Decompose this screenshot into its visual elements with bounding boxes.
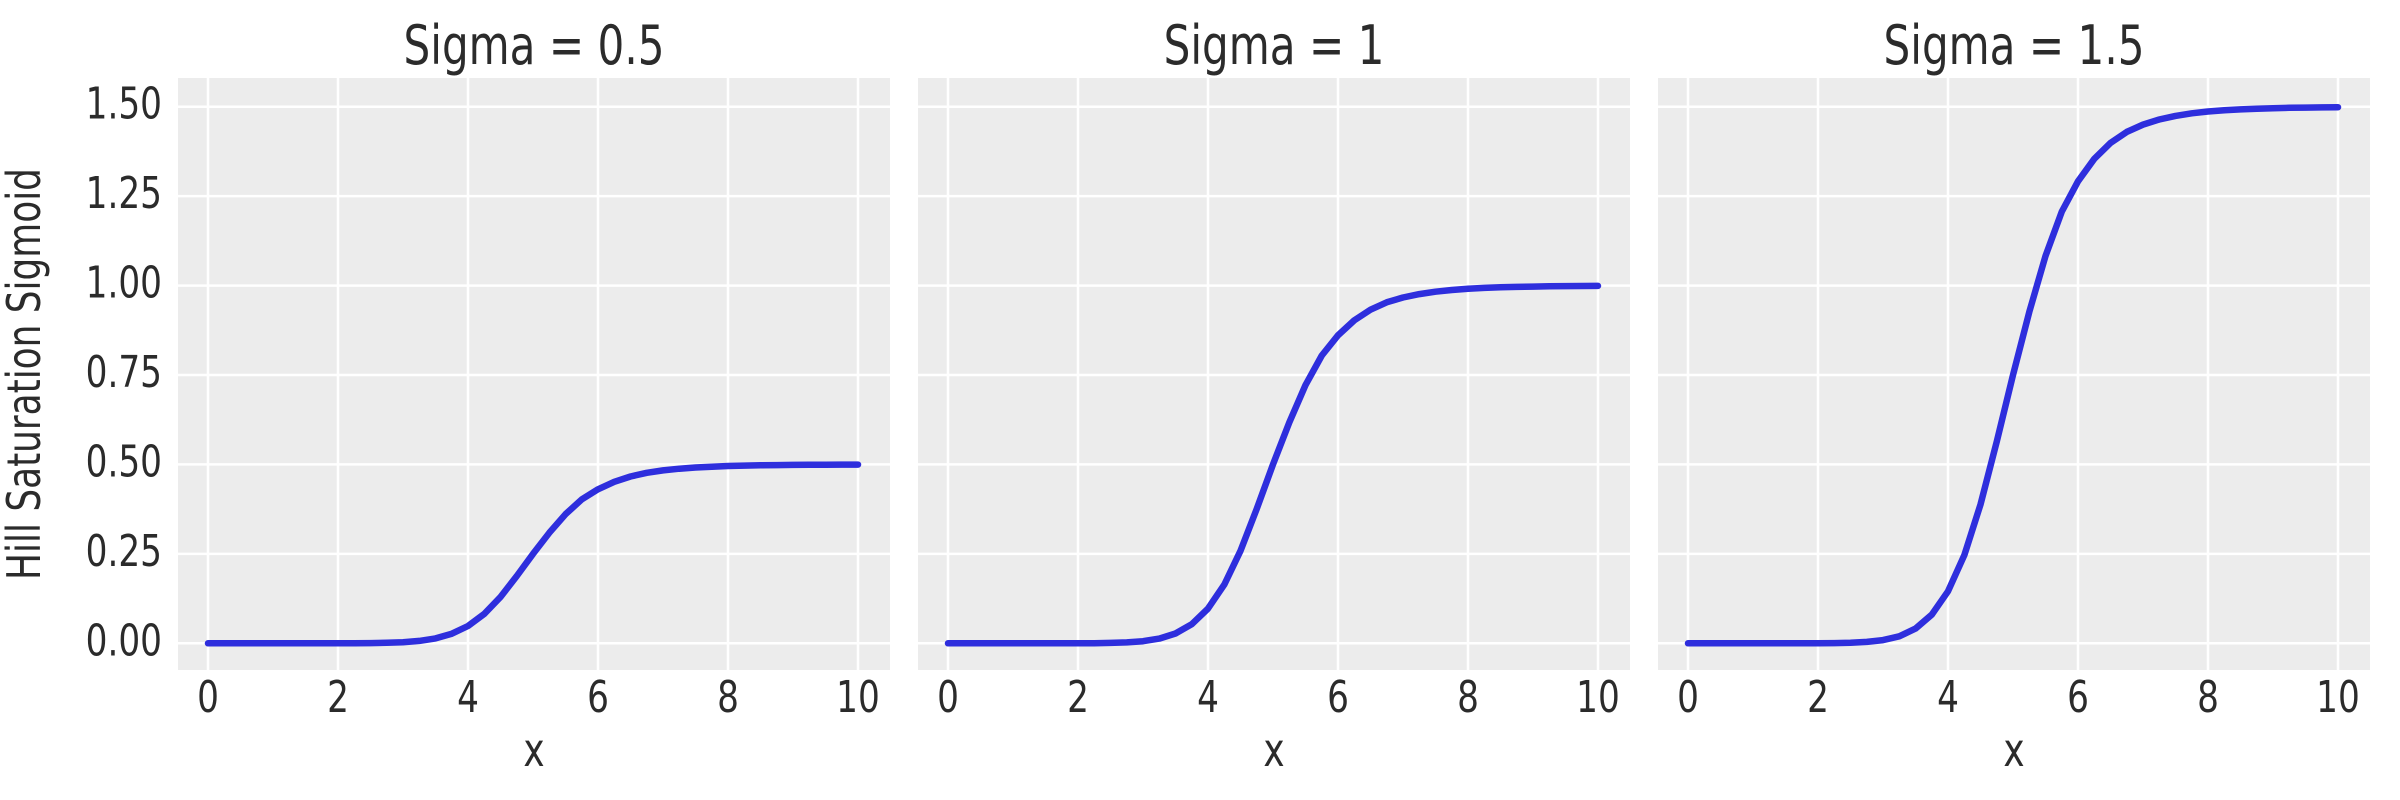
subplot-2: Sigma = 1 0 2 4 6 8 10 x bbox=[918, 15, 1630, 777]
subplot-title: Sigma = 1 bbox=[1164, 15, 1385, 77]
y-axis-label: Hill Saturation Sigmoid bbox=[0, 168, 51, 580]
x-tick-label: 6 bbox=[2067, 672, 2089, 723]
x-tick-label: 10 bbox=[836, 672, 880, 723]
x-tick-label: 2 bbox=[1067, 672, 1089, 723]
x-tick-label: 10 bbox=[2316, 672, 2360, 723]
subplot-title: Sigma = 0.5 bbox=[404, 15, 665, 77]
x-tick-label: 10 bbox=[1576, 672, 1620, 723]
subplot-title: Sigma = 1.5 bbox=[1884, 15, 2145, 77]
x-tick-label: 4 bbox=[457, 672, 479, 723]
x-tick-label: 6 bbox=[1327, 672, 1349, 723]
sigmoid-curve bbox=[204, 461, 862, 647]
x-tick-label: 8 bbox=[1457, 672, 1479, 723]
subplot-1: Sigma = 0.5 0 2 4 6 8 10 x 0.00 0.25 0.50 0.75 1.00 1… bbox=[0, 15, 890, 777]
y-tick-label: 1.00 bbox=[86, 257, 162, 308]
x-tick-label: 8 bbox=[717, 672, 739, 723]
x-tick-label: 0 bbox=[1677, 672, 1699, 723]
y-tick-label: 0.00 bbox=[86, 615, 162, 666]
x-tick-label: 6 bbox=[587, 672, 609, 723]
y-tick-label: 0.75 bbox=[86, 347, 162, 398]
x-tick-label: 4 bbox=[1937, 672, 1959, 723]
gridlines bbox=[178, 78, 890, 670]
gridlines bbox=[1658, 78, 2370, 670]
y-tick-label: 1.50 bbox=[86, 79, 162, 130]
sigmoid-curve bbox=[944, 282, 1602, 647]
x-tick-label: 8 bbox=[2197, 672, 2219, 723]
x-tick-label: 2 bbox=[327, 672, 349, 723]
x-axis-label: x bbox=[1263, 724, 1284, 778]
x-tick-label: 2 bbox=[1807, 672, 1829, 723]
y-tick-label: 0.25 bbox=[86, 526, 162, 577]
subplot-3: Sigma = 1.5 0 2 4 6 8 10 x bbox=[1658, 15, 2370, 777]
y-tick-label: 0.50 bbox=[86, 436, 162, 487]
y-tick-label: 1.25 bbox=[86, 168, 162, 219]
x-axis-label: x bbox=[2003, 724, 2024, 778]
sigmoid-curve bbox=[1684, 103, 2342, 647]
x-tick-label: 4 bbox=[1197, 672, 1219, 723]
x-tick-label: 0 bbox=[937, 672, 959, 723]
x-axis-label: x bbox=[523, 724, 544, 778]
x-tick-label: 0 bbox=[197, 672, 219, 723]
